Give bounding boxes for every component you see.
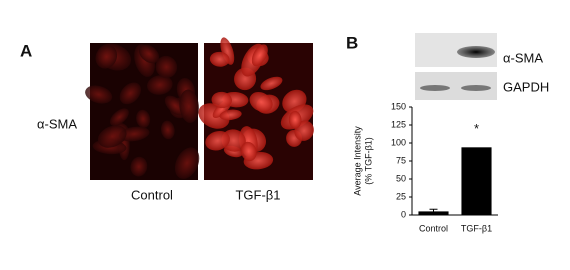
cell [138,44,160,64]
cell [174,147,200,179]
y-tick-label: 100 [391,137,406,147]
cell [220,37,235,65]
y-tick-label: 25 [396,191,406,201]
cell [155,55,178,79]
cell [251,44,268,67]
cell [260,76,283,91]
y-tick-label: 150 [391,101,406,111]
cell [95,44,118,69]
cell [147,75,173,95]
cells [198,37,314,170]
cell [211,91,232,109]
cell [119,82,141,105]
cell [249,92,273,113]
cell [219,109,242,121]
y-tick-label: 50 [396,173,406,183]
blot-band [420,85,450,91]
bar [461,147,492,215]
cell [179,89,199,123]
cell [240,141,257,162]
cell [130,156,148,177]
cells [85,43,200,179]
y-axis-label: Average Intensity [352,126,362,196]
cell [205,130,230,151]
blot-label: GAPDH [503,79,549,94]
blot-band [461,85,491,91]
blot-band [457,46,495,58]
cell [160,120,175,140]
cell [97,125,127,148]
blot-label: α-SMA [503,50,543,65]
y-axis-label: (% TGF-β1) [363,137,373,185]
panel-label: A [20,41,32,60]
cell [85,85,113,104]
bar-chart: 0 25 50 75 100 125 150 Average Intensity (% TGF-… [352,101,498,233]
row-label: α-SMA [37,116,77,131]
cell [118,126,150,142]
y-tick-label: 0 [401,209,406,219]
column-label: TGF-β1 [235,187,280,202]
cell [136,109,151,128]
significance-mark: * [474,121,479,136]
column-label: Control [131,187,173,202]
cell [209,51,230,67]
cell [288,110,302,129]
cell [109,108,129,126]
x-tick-label: TGF-β1 [461,223,492,233]
panel-label: B [346,33,358,52]
x-tick-label: Control [419,223,448,233]
y-tick-label: 125 [391,119,406,129]
y-tick-label: 75 [396,155,406,165]
